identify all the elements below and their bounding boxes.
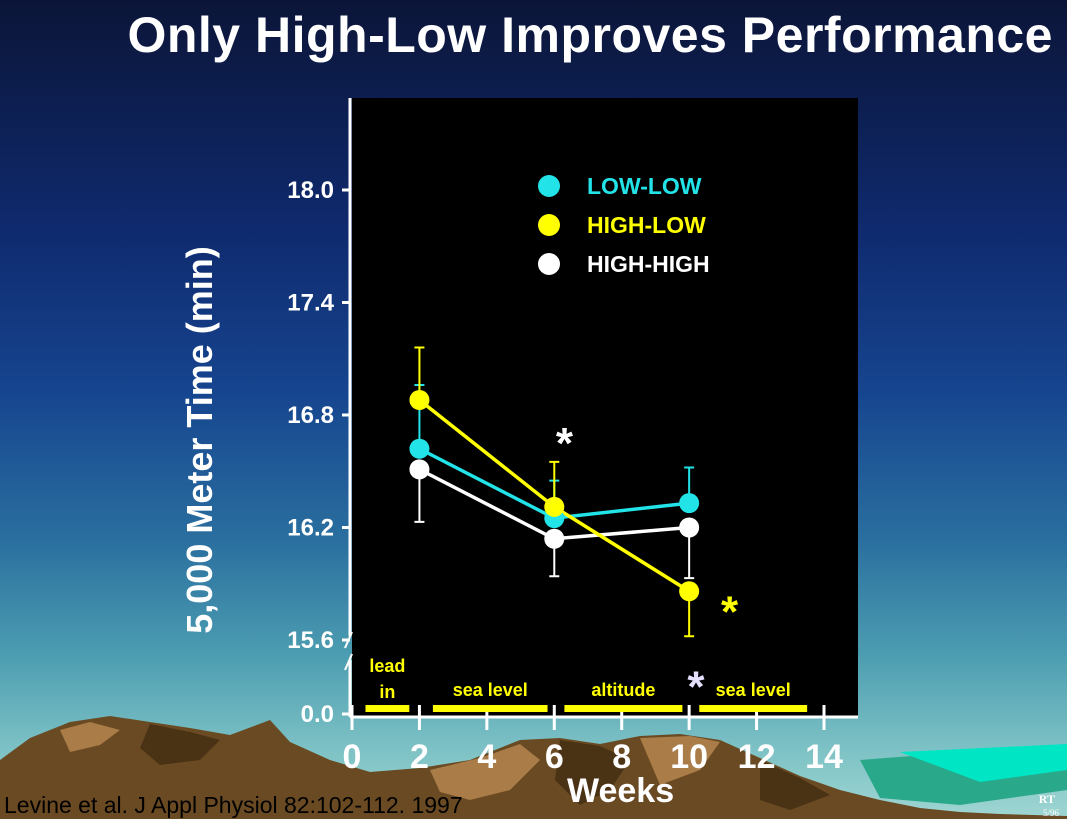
x-tick-label: 2 bbox=[410, 738, 429, 776]
data-point-high-high bbox=[544, 528, 565, 549]
x-tick-label: 14 bbox=[805, 738, 843, 776]
y-tick-label: 16.2 bbox=[287, 515, 334, 542]
corner-mark: RT bbox=[1038, 792, 1055, 806]
phase-label: sea level bbox=[716, 680, 791, 700]
phase-label: altitude bbox=[591, 680, 655, 700]
significance-asterisk: * bbox=[556, 419, 574, 468]
legend-label: LOW-LOW bbox=[587, 173, 702, 199]
data-point-high-low bbox=[409, 390, 430, 410]
slide-title: Only High-Low Improves Performance bbox=[127, 7, 1053, 63]
x-tick-label: 6 bbox=[545, 738, 564, 776]
y-tick-label: 18.0 bbox=[287, 177, 334, 204]
y-tick-label: 15.6 bbox=[287, 627, 334, 654]
data-point-high-high bbox=[679, 517, 700, 538]
y-tick-label: 0.0 bbox=[301, 701, 334, 728]
x-tick-label: 8 bbox=[612, 738, 631, 776]
phase-label: lead bbox=[369, 656, 405, 676]
x-tick-label: 10 bbox=[670, 738, 708, 776]
legend-marker bbox=[538, 253, 560, 275]
legend-marker bbox=[538, 175, 560, 197]
legend-label: HIGH-HIGH bbox=[587, 251, 710, 277]
data-point-low-low bbox=[679, 493, 700, 514]
significance-asterisk: * bbox=[687, 663, 705, 712]
axis-break-mark bbox=[344, 653, 353, 671]
data-point-high-high bbox=[409, 459, 430, 480]
legend-marker bbox=[538, 214, 560, 236]
phase-bar bbox=[432, 705, 548, 712]
plot-area bbox=[352, 98, 858, 716]
phase-label: in bbox=[379, 682, 395, 702]
y-axis-label: 5,000 Meter Time (min) bbox=[179, 246, 220, 634]
y-tick-label: 16.8 bbox=[287, 402, 334, 429]
data-point-high-low bbox=[544, 496, 565, 517]
y-tick-label: 17.4 bbox=[287, 290, 334, 317]
legend-label: HIGH-LOW bbox=[587, 212, 706, 238]
significance-asterisk: * bbox=[721, 588, 739, 637]
citation: Levine et al. J Appl Physiol 82:102-112.… bbox=[4, 792, 463, 818]
phase-bar bbox=[365, 705, 410, 712]
phase-bar bbox=[699, 705, 808, 712]
x-axis-label: Weeks bbox=[567, 772, 675, 810]
data-point-low-low bbox=[409, 438, 430, 459]
corner-mark-date: 5/96 bbox=[1042, 808, 1059, 818]
x-tick-label: 0 bbox=[343, 738, 362, 776]
phase-label: sea level bbox=[453, 680, 528, 700]
x-tick-label: 4 bbox=[477, 738, 496, 776]
x-tick-label: 12 bbox=[738, 738, 776, 776]
data-point-high-low bbox=[679, 581, 700, 602]
phase-bar bbox=[564, 705, 683, 712]
